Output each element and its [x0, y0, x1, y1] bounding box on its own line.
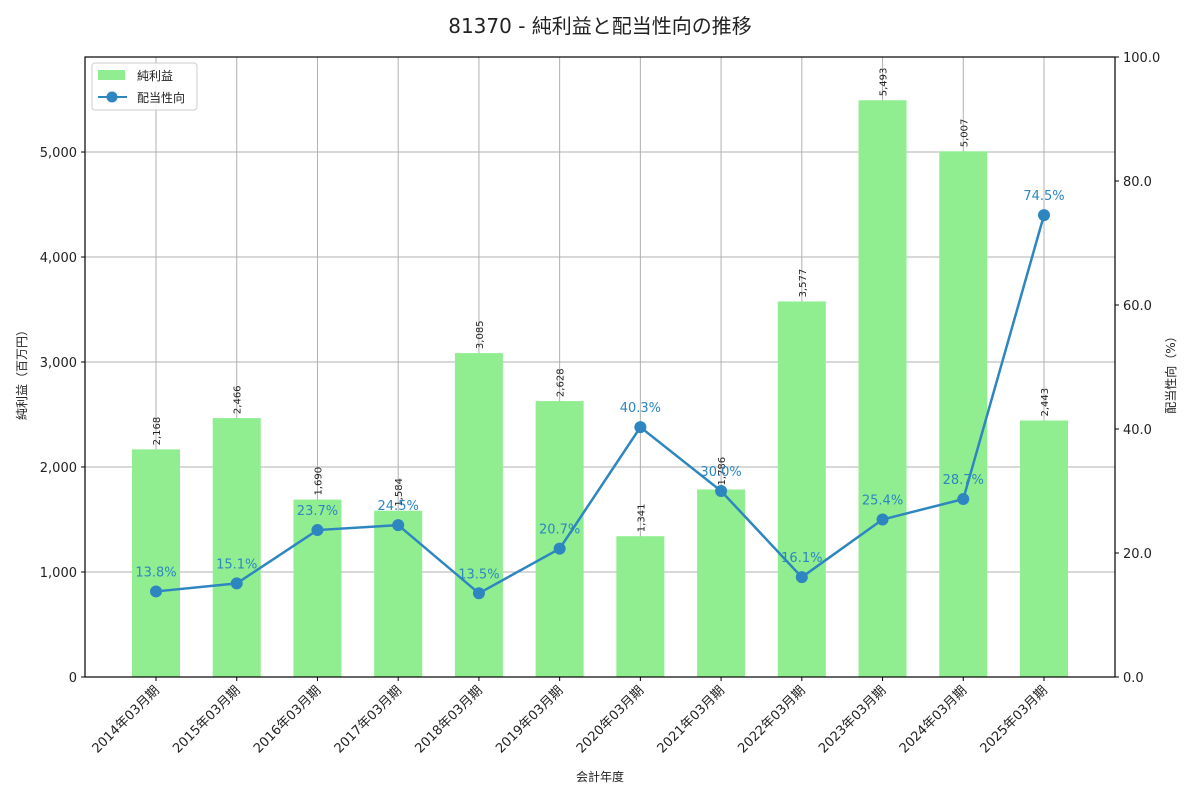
- x-tick-label: 2016年03月期: [251, 683, 324, 756]
- chart-title: 81370 - 純利益と配当性向の推移: [448, 14, 752, 38]
- data-point-marker: [1038, 209, 1050, 222]
- x-tick-label: 2021年03月期: [655, 683, 728, 756]
- x-tick-label: 2020年03月期: [574, 683, 647, 756]
- payout-ratio-line: [155, 214, 1046, 595]
- right-tick-label: 0.0: [1123, 671, 1144, 686]
- payout-ratio-label: 15.1%: [216, 557, 257, 572]
- data-point-marker: [715, 485, 728, 497]
- plot-frame: [84, 56, 1116, 678]
- left-y-axis-ticks: 0 1,000 2,000 3,000 4,000 5,000: [40, 146, 85, 686]
- left-tick-label: 4,000: [40, 251, 77, 266]
- x-tick-label: 2014年03月期: [90, 683, 163, 756]
- x-tick-label: 2017年03月期: [332, 683, 405, 756]
- bar: [454, 353, 503, 677]
- right-tick-label: 80.0: [1123, 175, 1152, 190]
- legend: 純利益 配当性向: [91, 62, 198, 111]
- bar-value-label: 2,443: [1040, 388, 1051, 417]
- payout-ratio-label: 24.5%: [378, 499, 419, 514]
- x-tick-label: 2018年03月期: [412, 683, 485, 756]
- bar-value-label: 1,584: [394, 478, 405, 507]
- bar: [616, 536, 665, 677]
- x-axis-ticks: 2014年03月期 2015年03月期 2016年03月期 2017年03月期 2018…: [90, 677, 1051, 757]
- left-tick-label: 2,000: [40, 461, 77, 476]
- bar: [858, 100, 907, 678]
- data-point-marker: [472, 587, 485, 600]
- bar-value-label: 1,341: [636, 504, 647, 533]
- data-point-marker: [876, 513, 889, 526]
- right-tick-label: 100.0: [1123, 51, 1160, 66]
- bar-value-label: 5,007: [959, 119, 970, 148]
- right-tick-label: 60.0: [1123, 299, 1152, 314]
- bar-value-label: 1,690: [313, 467, 324, 496]
- payout-ratio-label: 23.7%: [297, 504, 338, 519]
- payout-ratio-label: 74.5%: [1023, 189, 1064, 204]
- bar: [939, 151, 988, 677]
- payout-ratio-label: 30.0%: [700, 465, 741, 480]
- data-point-marker: [634, 421, 647, 434]
- legend-bar-swatch: [98, 70, 125, 80]
- left-tick-label: 3,000: [40, 356, 77, 371]
- left-y-axis-label: 純利益（百万円）: [15, 324, 29, 420]
- bar: [1020, 420, 1068, 677]
- payout-ratio-label: 40.3%: [620, 401, 661, 416]
- bar: [212, 418, 261, 677]
- bar-value-labels: 2,168 2,466 1,690 1,584 3,085 2,628 1,341 1,786…: [152, 68, 1051, 533]
- line-series-payout-ratio: [150, 209, 1050, 600]
- data-point-marker: [795, 571, 808, 584]
- bar: [374, 510, 423, 677]
- right-tick-label: 40.0: [1123, 423, 1152, 438]
- payout-ratio-label: 16.1%: [781, 551, 822, 566]
- bar-value-label: 3,577: [798, 269, 809, 298]
- data-point-marker: [553, 542, 566, 555]
- legend-label-net-income: 純利益: [137, 69, 173, 83]
- bar-value-label: 5,493: [879, 68, 890, 97]
- payout-ratio-label: 20.7%: [539, 523, 580, 538]
- bar: [132, 449, 180, 677]
- x-tick-label: 2015年03月期: [170, 683, 243, 756]
- data-point-marker: [957, 493, 970, 506]
- bar: [777, 301, 826, 677]
- bar: [697, 489, 746, 677]
- right-y-axis-ticks: 0.0 20.0 40.0 60.0 80.0 100.0: [1115, 51, 1160, 686]
- line-value-labels: 13.8% 15.1% 23.7% 24.5% 13.5% 20.7% 40.3% 30.0%…: [135, 189, 1064, 582]
- data-point-marker: [311, 524, 324, 537]
- x-axis-label: 会計年度: [576, 769, 624, 784]
- legend-label-payout-ratio: 配当性向: [137, 90, 185, 105]
- left-tick-label: 1,000: [40, 566, 77, 581]
- bar-value-label: 2,168: [152, 417, 163, 446]
- legend-marker-icon: [106, 91, 118, 103]
- bar-value-label: 3,085: [475, 320, 486, 349]
- bar-value-label: 2,628: [556, 368, 567, 397]
- payout-ratio-label: 25.4%: [862, 494, 903, 509]
- right-tick-label: 20.0: [1123, 547, 1152, 562]
- x-tick-label: 2024年03月期: [897, 683, 970, 756]
- payout-ratio-label: 13.5%: [458, 567, 499, 582]
- x-tick-label: 2023年03月期: [816, 683, 889, 756]
- data-point-marker: [150, 585, 162, 598]
- right-y-axis-label: 配当性向（%）: [1163, 330, 1178, 413]
- data-point-marker: [230, 577, 243, 590]
- x-tick-label: 2022年03月期: [735, 683, 808, 756]
- bar-series-net-income: [132, 100, 1068, 678]
- payout-ratio-label: 28.7%: [943, 473, 984, 488]
- left-tick-label: 0: [69, 671, 77, 686]
- bar: [535, 401, 584, 677]
- x-tick-label: 2019年03月期: [493, 683, 566, 756]
- bar-value-label: 1,786: [717, 457, 728, 486]
- x-tick-label: 2025年03月期: [978, 683, 1051, 756]
- bar-value-label: 2,466: [233, 385, 244, 414]
- left-tick-label: 5,000: [40, 146, 77, 161]
- data-point-marker: [392, 519, 405, 532]
- payout-ratio-label: 13.8%: [135, 565, 176, 580]
